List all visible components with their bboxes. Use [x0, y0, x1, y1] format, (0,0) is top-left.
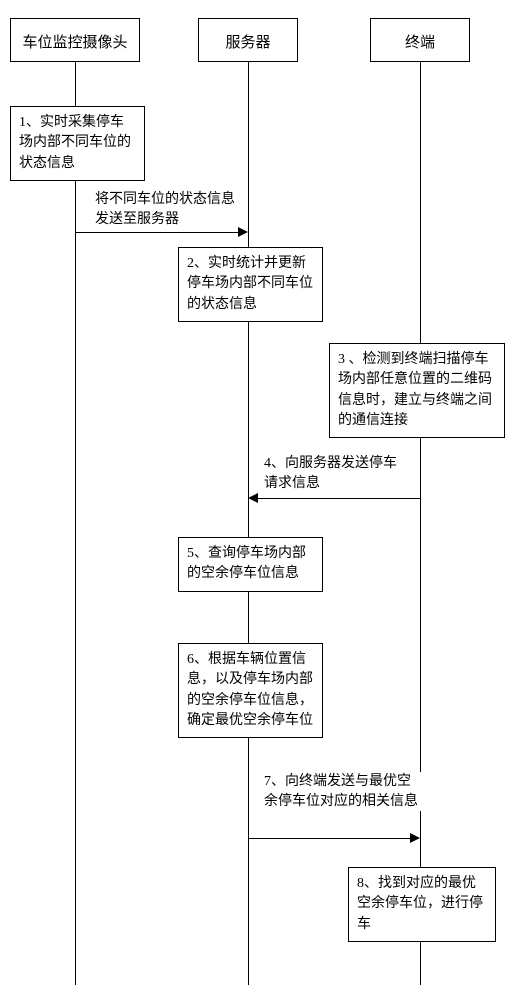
step-2: 2、实时统计并更新停车场内部不同车位的状态信息: [178, 247, 323, 322]
step-2-text: 2、实时统计并更新停车场内部不同车位的状态信息: [187, 256, 313, 312]
step-8: 8、找到对应的最优空余停车位，进行停车: [348, 867, 496, 942]
step-4-text: 4、向服务器发送停车请求信息: [264, 456, 397, 491]
message-1-arrow: [75, 232, 240, 233]
message-1-arrowhead: [238, 227, 248, 237]
message-1-label: 将不同车位的状态信息发送至服务器: [95, 190, 240, 229]
step-4-label: 4、向服务器发送停车请求信息: [264, 454, 409, 493]
lifeline-camera: [75, 62, 76, 985]
step-1-text: 1、实时采集停车场内部不同车位的状态信息: [19, 115, 131, 171]
step-3: 3 、检测到终端扫描停车场内部任意位置的二维码信息时，建立与终端之间的通信连接: [329, 343, 505, 438]
step-7-text: 7、向终端发送与最优空余停车位对应的相关信息: [264, 774, 418, 809]
step-1: 1、实时采集停车场内部不同车位的状态信息: [10, 106, 145, 181]
lifeline-terminal: [420, 62, 421, 985]
actor-server-label: 服务器: [225, 35, 270, 51]
actor-terminal-label: 终端: [405, 35, 435, 51]
step-5-text: 5、查询停车场内部的空余停车位信息: [187, 546, 306, 581]
message-7-arrowhead: [410, 833, 420, 843]
actor-server: 服务器: [198, 18, 298, 62]
actor-camera: 车位监控摄像头: [10, 18, 140, 62]
message-4-arrowhead: [248, 493, 258, 503]
message-4-arrow: [258, 498, 420, 499]
step-3-text: 3 、检测到终端扫描停车场内部任意位置的二维码信息时，建立与终端之间的通信连接: [338, 352, 492, 428]
actor-terminal: 终端: [370, 18, 470, 62]
step-5: 5、查询停车场内部的空余停车位信息: [178, 537, 323, 592]
step-7-label: 7、向终端发送与最优空余停车位对应的相关信息: [264, 772, 422, 811]
step-6: 6、根据车辆位置信息，以及停车场内部的空余停车位信息，确定最优空余停车位: [178, 643, 323, 738]
step-8-text: 8、找到对应的最优空余停车位，进行停车: [357, 876, 483, 932]
message-7-arrow: [248, 838, 412, 839]
message-1-text: 将不同车位的状态信息发送至服务器: [95, 192, 235, 227]
lifeline-server: [248, 62, 249, 985]
step-6-text: 6、根据车辆位置信息，以及停车场内部的空余停车位信息，确定最优空余停车位: [187, 652, 313, 728]
actor-camera-label: 车位监控摄像头: [22, 35, 127, 51]
